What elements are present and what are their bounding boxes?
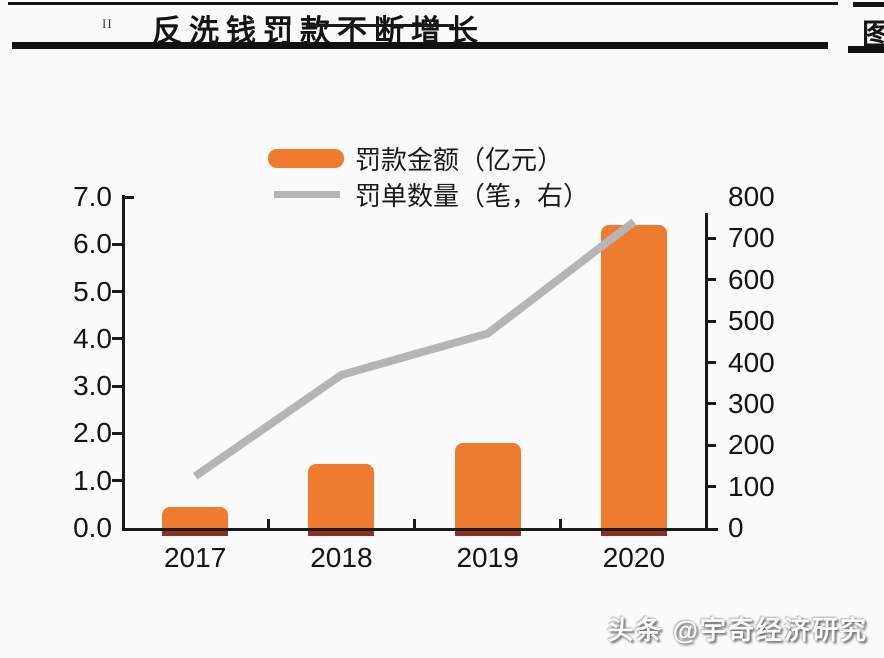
line-swatch-box: [268, 190, 346, 198]
left-axis-tick-label: 4.0: [73, 322, 112, 354]
legend-item-ticket-count: 罚单数量（笔，右）: [268, 176, 589, 212]
x-axis-label-2020: 2020: [602, 542, 666, 573]
legend: 罚款金额（亿元） 罚单数量（笔，右）: [268, 140, 589, 212]
adjacent-panel-title-fragment: 图: [862, 19, 884, 52]
right-axis-tick: [705, 361, 716, 364]
bar-base-shadow: [308, 527, 375, 536]
left-axis-tick: [112, 384, 124, 388]
left-axis-tick-label: 2.0: [73, 417, 112, 449]
right-axis-tick-label: 800: [728, 181, 775, 212]
x-axis-tick: [559, 519, 563, 528]
left-axis-tick: [112, 431, 124, 435]
left-axis-tick: [112, 337, 124, 341]
y-axis-right: [705, 213, 708, 531]
left-axis-tick: [112, 479, 124, 483]
y-axis-left: [122, 195, 125, 531]
left-axis-tick-label: 1.0: [73, 464, 112, 496]
bar-2019: [454, 442, 521, 536]
x-axis-label-2017: 2017: [163, 542, 227, 573]
watermark: 头条 @宇奇经济研究: [607, 615, 868, 645]
right-axis-tick: [705, 443, 716, 447]
right-axis-tick: [705, 236, 716, 240]
title-strike-line: [306, 24, 454, 27]
legend-item-fine-amount: 罚款金额（亿元）: [268, 140, 589, 176]
right-axis-tick-label: 500: [728, 305, 775, 337]
bar-base-shadow: [600, 527, 667, 536]
header-marker: II: [102, 16, 113, 31]
header-top-rule-fragment: [853, 2, 884, 7]
bar-2020: [600, 225, 667, 536]
right-axis-tick-label: 0: [728, 512, 744, 543]
left-axis-tick-label: 7.0: [73, 181, 112, 212]
bar-2017: [162, 506, 229, 536]
right-axis-tick: [705, 319, 716, 323]
x-axis-tick: [266, 519, 270, 528]
x-axis-tick: [413, 519, 416, 528]
right-axis-tick-label: 700: [728, 222, 775, 254]
header-top-rule: [8, 2, 838, 5]
x-axis: [122, 528, 718, 531]
right-axis-tick-label: 400: [728, 346, 775, 378]
right-axis-tick-label: 300: [728, 387, 775, 419]
x-axis-label-2018: 2018: [310, 542, 373, 573]
right-axis-tick: [705, 402, 716, 406]
x-axis-label-2019: 2019: [456, 542, 519, 573]
bar-series-swatch: [268, 148, 344, 168]
right-axis-tick-label: 100: [728, 470, 775, 502]
header-underline-fragment: [848, 46, 884, 53]
header-underline: [12, 42, 828, 49]
bar-base-shadow: [162, 527, 229, 536]
left-axis-tick: [112, 242, 124, 246]
legend-label-fine-amount: 罚款金额（亿元）: [355, 144, 564, 175]
right-axis-tick: [705, 278, 716, 282]
right-axis-tick-label: 600: [728, 263, 775, 295]
bar-base-shadow: [454, 527, 521, 536]
right-axis-tick: [705, 485, 716, 489]
left-axis-tick-label: 6.0: [73, 228, 112, 260]
bar-swatch-box: [268, 148, 346, 168]
left-axis-tick: [112, 290, 124, 294]
left-axis-tick-label: 5.0: [73, 275, 112, 307]
left-axis-tick-label: 3.0: [73, 370, 112, 402]
right-axis-tick-label: 200: [728, 429, 775, 461]
bar-2018: [308, 464, 375, 536]
line-series-swatch: [274, 190, 340, 198]
left-axis-tick: [122, 195, 134, 199]
left-axis-tick-label: 0.0: [73, 512, 112, 543]
legend-label-ticket-count: 罚单数量（笔，右）: [355, 180, 590, 211]
line-series-path: [192, 218, 637, 480]
